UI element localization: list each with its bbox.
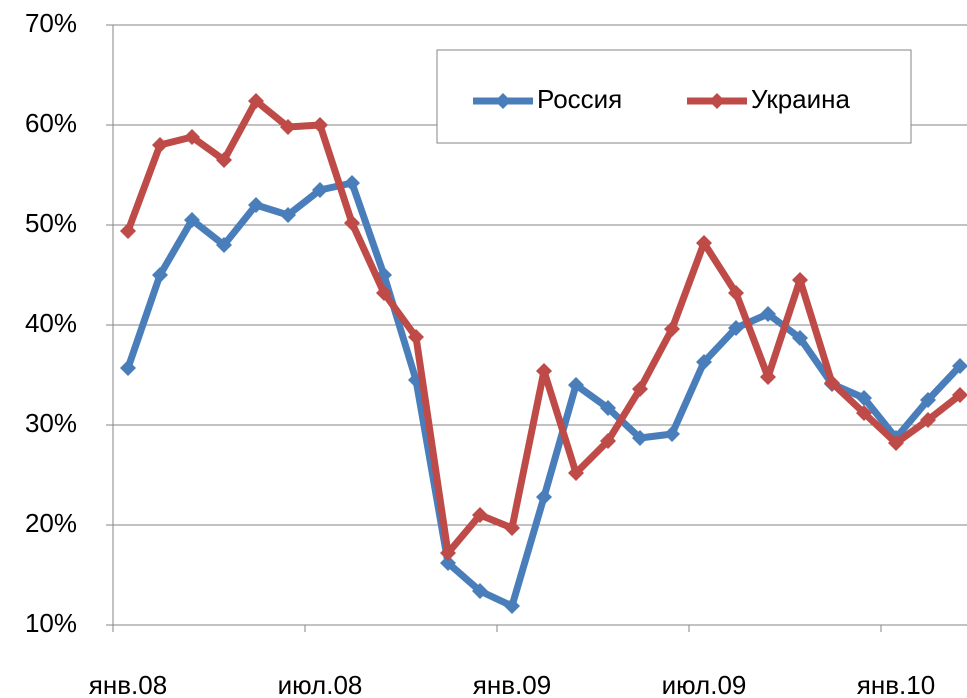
point-marker bbox=[632, 381, 648, 397]
point-marker bbox=[952, 387, 967, 403]
point-marker bbox=[600, 400, 616, 416]
point-marker bbox=[440, 555, 456, 571]
point-marker bbox=[152, 267, 168, 283]
point-marker bbox=[472, 583, 488, 599]
point-marker bbox=[888, 435, 904, 451]
point-marker bbox=[472, 507, 488, 523]
point-marker bbox=[280, 207, 296, 223]
x-tick-label: июл.09 bbox=[662, 670, 747, 698]
series-line bbox=[124, 179, 963, 610]
x-tick-label: янв.10 bbox=[857, 670, 935, 698]
point-marker bbox=[120, 360, 136, 376]
legend-label: Россия bbox=[537, 84, 622, 114]
point-marker bbox=[728, 285, 744, 301]
point-marker bbox=[568, 465, 584, 481]
x-tick-label: июл.08 bbox=[278, 670, 363, 698]
point-marker bbox=[536, 363, 552, 379]
y-tick-label: 20% bbox=[25, 508, 77, 538]
point-marker bbox=[952, 358, 967, 374]
point-marker bbox=[792, 272, 808, 288]
point-marker bbox=[504, 598, 520, 614]
point-marker bbox=[696, 354, 712, 370]
point-marker bbox=[152, 137, 168, 153]
y-tick-label: 50% bbox=[25, 208, 77, 238]
point-marker bbox=[184, 212, 200, 228]
point-marker bbox=[856, 390, 872, 406]
point-marker bbox=[120, 223, 136, 239]
point-marker bbox=[376, 285, 392, 301]
point-marker bbox=[344, 175, 360, 191]
legend-label: Украина bbox=[751, 84, 851, 114]
point-marker bbox=[312, 117, 328, 133]
point-marker bbox=[728, 320, 744, 336]
point-marker bbox=[632, 430, 648, 446]
point-marker bbox=[216, 237, 232, 253]
y-tick-label: 60% bbox=[25, 108, 77, 138]
point-marker bbox=[600, 433, 616, 449]
point-marker bbox=[792, 330, 808, 346]
y-tick-label: 10% bbox=[25, 608, 77, 638]
point-marker bbox=[312, 182, 328, 198]
point-marker bbox=[856, 405, 872, 421]
point-marker bbox=[664, 321, 680, 337]
point-marker bbox=[504, 520, 520, 536]
legend-marker bbox=[709, 93, 725, 109]
point-marker bbox=[248, 197, 264, 213]
point-marker bbox=[184, 129, 200, 145]
x-tick-label: янв.09 bbox=[473, 670, 551, 698]
y-tick-label: 40% bbox=[25, 308, 77, 338]
point-marker bbox=[248, 93, 264, 109]
y-tick-label: 70% bbox=[25, 8, 77, 38]
point-marker bbox=[760, 369, 776, 385]
point-marker bbox=[664, 426, 680, 442]
point-marker bbox=[920, 412, 936, 428]
point-marker bbox=[696, 235, 712, 251]
point-marker bbox=[408, 329, 424, 345]
point-marker bbox=[568, 377, 584, 393]
point-marker bbox=[824, 375, 840, 391]
legend-box bbox=[436, 49, 912, 144]
point-marker bbox=[536, 489, 552, 505]
point-marker bbox=[280, 119, 296, 135]
point-marker bbox=[440, 545, 456, 561]
point-marker bbox=[216, 152, 232, 168]
y-tick-label: 30% bbox=[25, 408, 77, 438]
point-marker bbox=[760, 306, 776, 322]
x-tick-label: янв.08 bbox=[89, 670, 167, 698]
point-marker bbox=[344, 215, 360, 231]
point-marker bbox=[920, 392, 936, 408]
legend-marker bbox=[495, 93, 511, 109]
